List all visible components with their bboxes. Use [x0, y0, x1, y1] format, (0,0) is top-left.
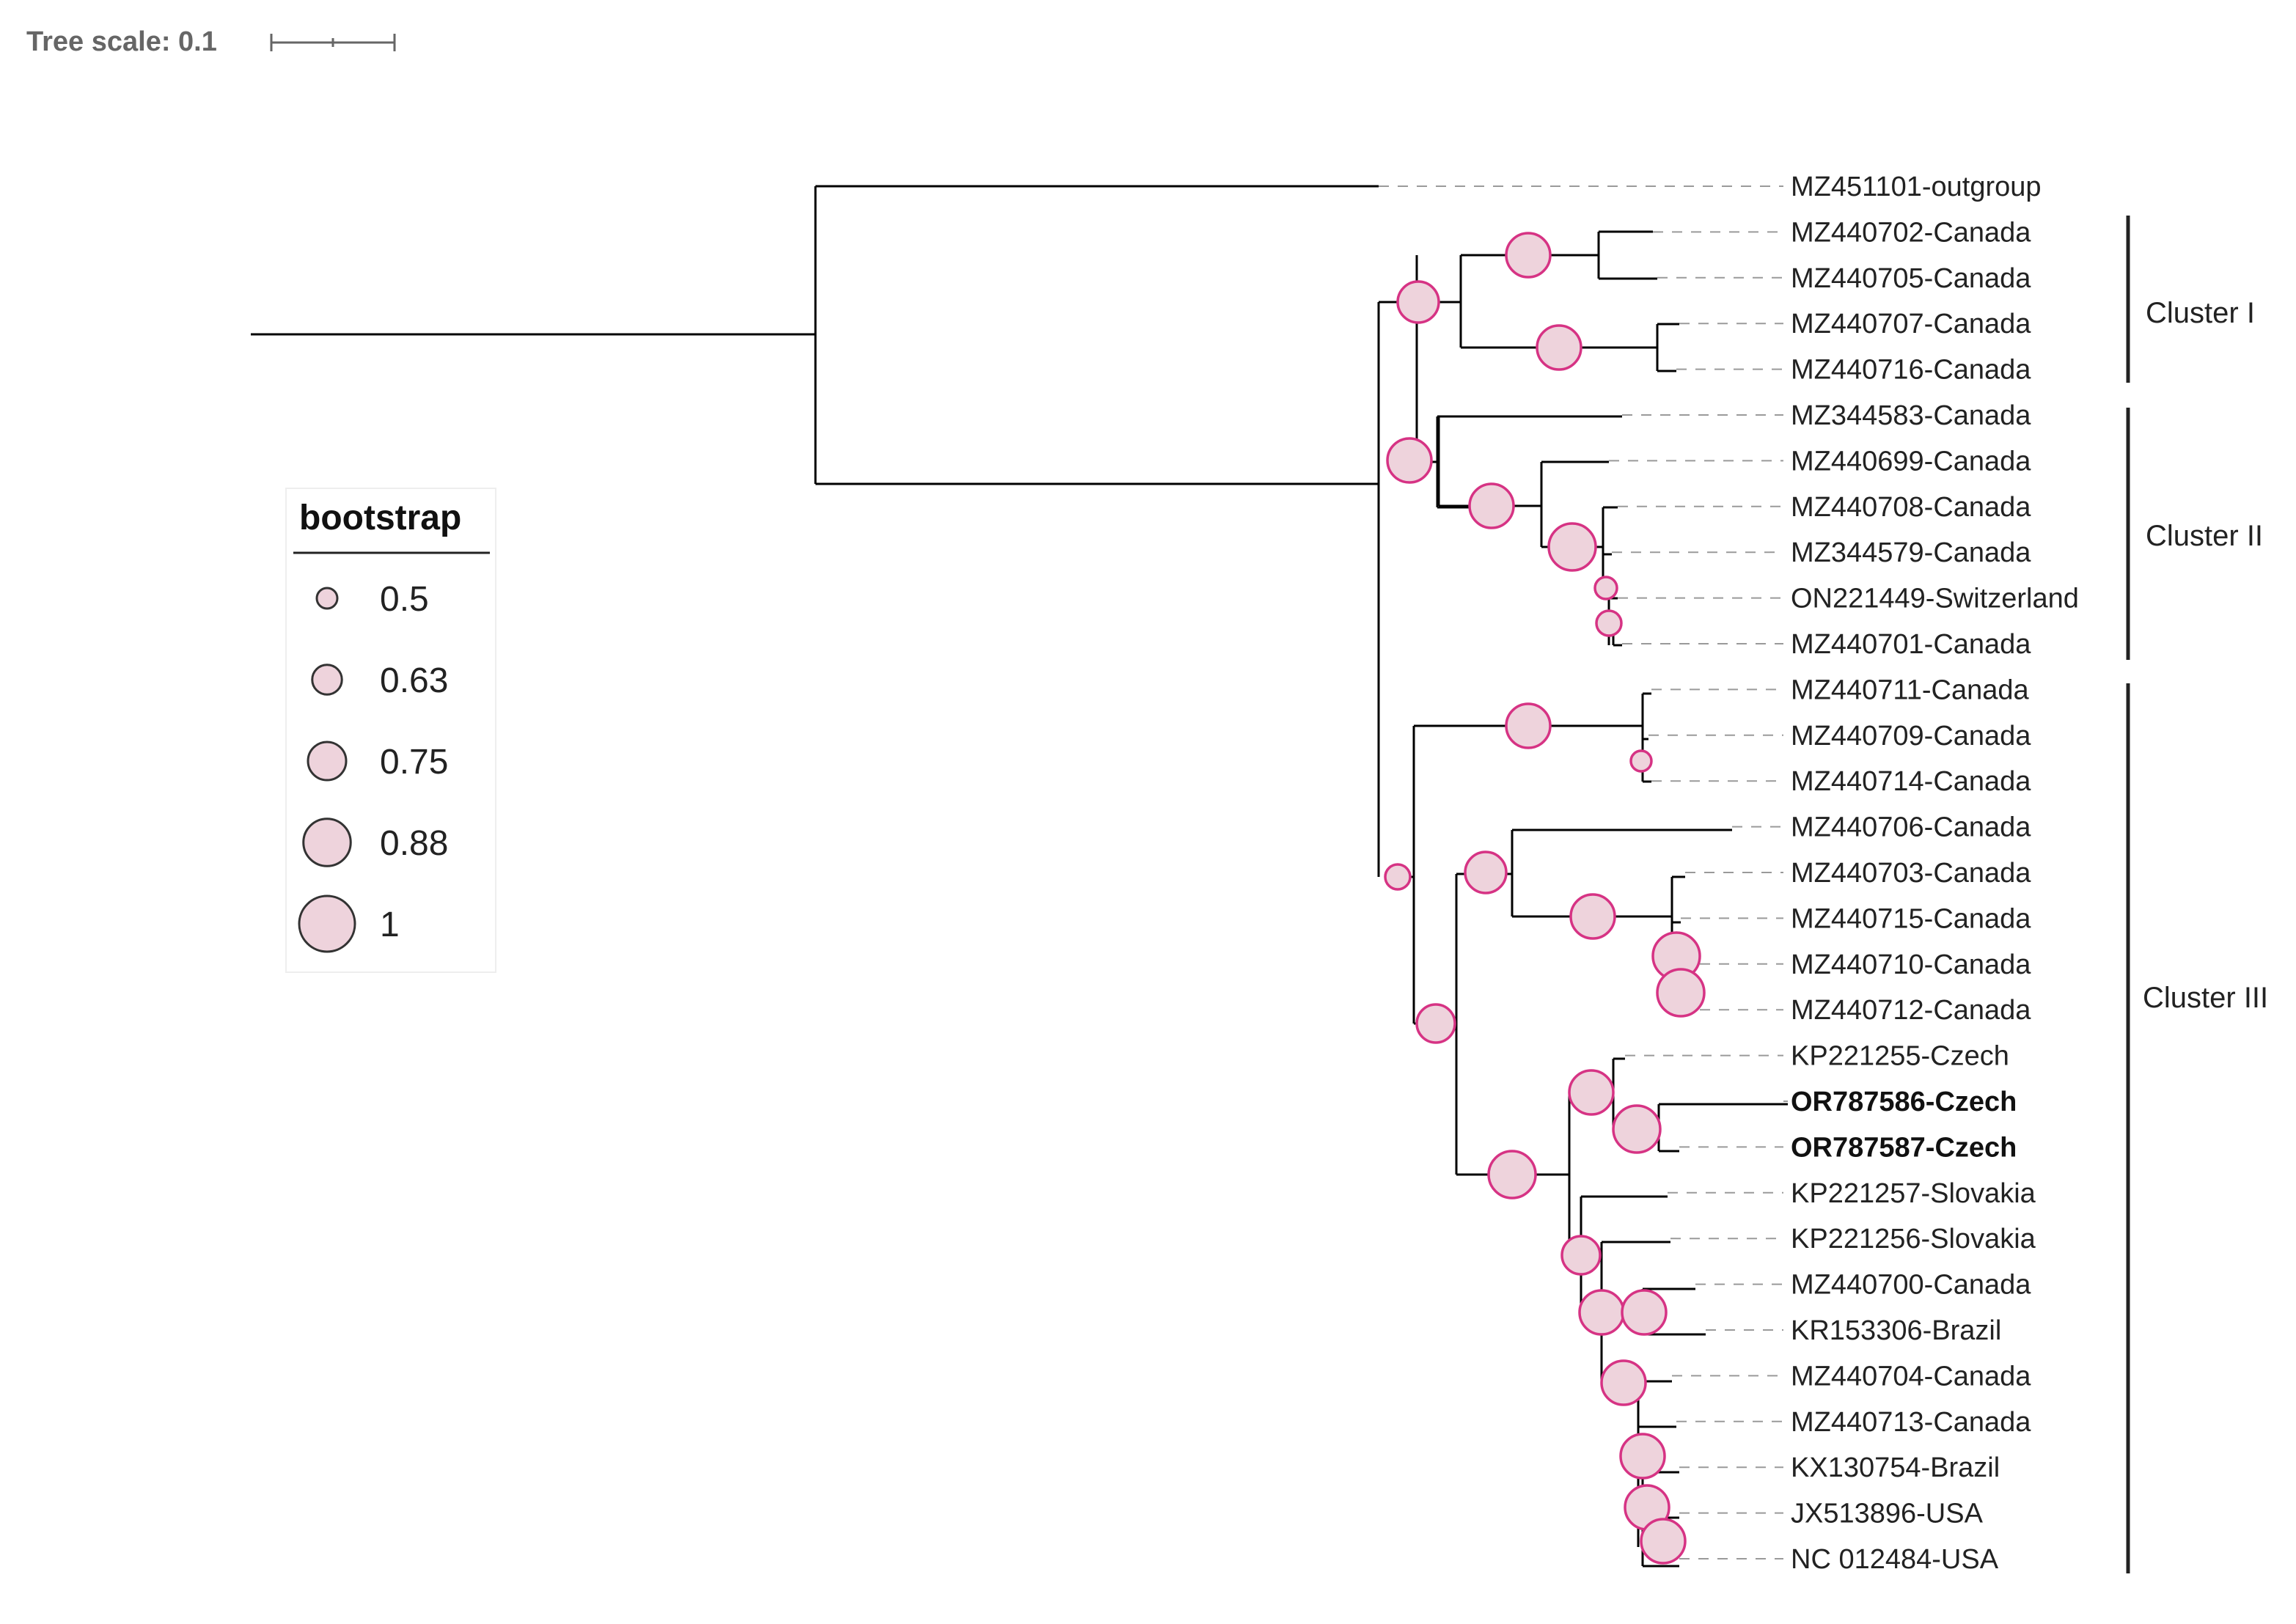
bootstrap-node — [1640, 1518, 1687, 1565]
leaf-label: MZ440716-Canada — [1791, 355, 2031, 386]
leaf-label: ON221449-Switzerland — [1791, 584, 2079, 614]
leaf-label: MZ440707-Canada — [1791, 309, 2031, 339]
tree-scale-label: Tree scale: 0.1 — [26, 26, 217, 57]
bootstrap-node — [1578, 1289, 1625, 1336]
leaf-label: OR787586-Czech — [1791, 1087, 2017, 1117]
leaf-label: KP221257-Slovakia — [1791, 1178, 2036, 1209]
leaf-label: MZ344579-Canada — [1791, 537, 2031, 568]
bootstrap-node — [1505, 702, 1552, 749]
cluster-label-3: Cluster III — [2143, 982, 2268, 1014]
leaf-label: MZ440705-Canada — [1791, 263, 2031, 294]
bootstrap-node — [1487, 1150, 1537, 1199]
legend-label: 0.88 — [380, 824, 448, 863]
leaf-label: MZ440709-Canada — [1791, 721, 2031, 752]
cluster-label-2: Cluster II — [2146, 520, 2263, 552]
bootstrap-node — [1600, 1359, 1647, 1406]
legend-circle — [307, 741, 348, 782]
bootstrap-node — [1595, 609, 1623, 637]
leaf-label: OR787587-Czech — [1791, 1132, 2017, 1163]
leaf-label: MZ440708-Canada — [1791, 492, 2031, 523]
leaf-label: MZ440699-Canada — [1791, 446, 2031, 477]
leaf-label: MZ440713-Canada — [1791, 1407, 2031, 1438]
legend-label: 0.5 — [380, 580, 429, 619]
leaf-label: KP221255-Czech — [1791, 1041, 2009, 1072]
legend-circle — [311, 664, 343, 696]
leaf-label: MZ344583-Canada — [1791, 400, 2031, 431]
leaf-guides — [1379, 185, 1788, 1559]
bootstrap-node — [1415, 1003, 1456, 1044]
leaf-label: NC 012484-USA — [1791, 1544, 1999, 1575]
legend-label: 1 — [380, 905, 400, 944]
bootstrap-node — [1536, 324, 1582, 371]
bootstrap-node — [1619, 1433, 1666, 1480]
bootstrap-node — [1560, 1235, 1602, 1276]
tree-scale: Tree scale: 0.1 — [26, 26, 396, 57]
legend-circle — [315, 587, 339, 610]
bootstrap-node — [1629, 749, 1653, 773]
legend-label: 0.63 — [380, 661, 448, 700]
leaf-label: MZ451101-outgroup — [1791, 172, 2042, 202]
legend-box — [285, 488, 496, 973]
leaf-label: MZ440711-Canada — [1791, 675, 2029, 705]
leaf-label: JX513896-USA — [1791, 1499, 1984, 1529]
bootstrap-node — [1593, 576, 1618, 600]
leaf-label: MZ440704-Canada — [1791, 1361, 2031, 1392]
leaf-label: KP221256-Slovakia — [1791, 1224, 2036, 1254]
cluster-label-1: Cluster I — [2146, 297, 2255, 329]
legend-circle — [302, 817, 352, 867]
leaf-label: MZ440703-Canada — [1791, 858, 2031, 889]
legend-title: bootstrap — [299, 499, 461, 537]
leaf-label: MZ440712-Canada — [1791, 995, 2031, 1026]
bootstrap-node — [1386, 437, 1433, 484]
legend-circle — [298, 894, 356, 953]
leaf-label: MZ440714-Canada — [1791, 766, 2031, 797]
leaf-label: MZ440701-Canada — [1791, 629, 2031, 660]
bootstrap-node — [1547, 522, 1597, 572]
bootstrap-node — [1569, 893, 1616, 940]
tree-branches — [251, 185, 1788, 1568]
leaf-label: MZ440700-Canada — [1791, 1270, 2031, 1301]
leaf-label: MZ440715-Canada — [1791, 903, 2031, 934]
bootstrap-node — [1396, 280, 1440, 324]
leaf-label: MZ440706-Canada — [1791, 812, 2031, 843]
cluster-annotations: Cluster I Cluster II Cluster III — [2126, 216, 2268, 1573]
bootstrap-node — [1384, 863, 1412, 891]
leaf-labels: MZ451101-outgroup MZ440702-Canada MZ440705… — [1791, 172, 2079, 1575]
bootstrap-node — [1568, 1069, 1615, 1116]
bootstrap-node — [1505, 232, 1552, 279]
leaf-label: KX130754-Brazil — [1791, 1452, 2000, 1483]
bootstrap-node — [1464, 850, 1508, 894]
bootstrap-node — [1468, 482, 1515, 529]
bootstrap-node — [1656, 968, 1706, 1018]
bootstrap-node — [1621, 1289, 1668, 1336]
leaf-label: MZ440702-Canada — [1791, 217, 2031, 248]
leaf-label: KR153306-Brazil — [1791, 1315, 2001, 1346]
leaf-label: MZ440710-Canada — [1791, 949, 2031, 980]
bootstrap-node — [1612, 1104, 1662, 1154]
legend-label: 0.75 — [380, 743, 448, 782]
bootstrap-nodes — [1384, 232, 1706, 1565]
bootstrap-legend: bootstrap 0.5 0.63 0.75 0.88 1 — [285, 488, 496, 973]
